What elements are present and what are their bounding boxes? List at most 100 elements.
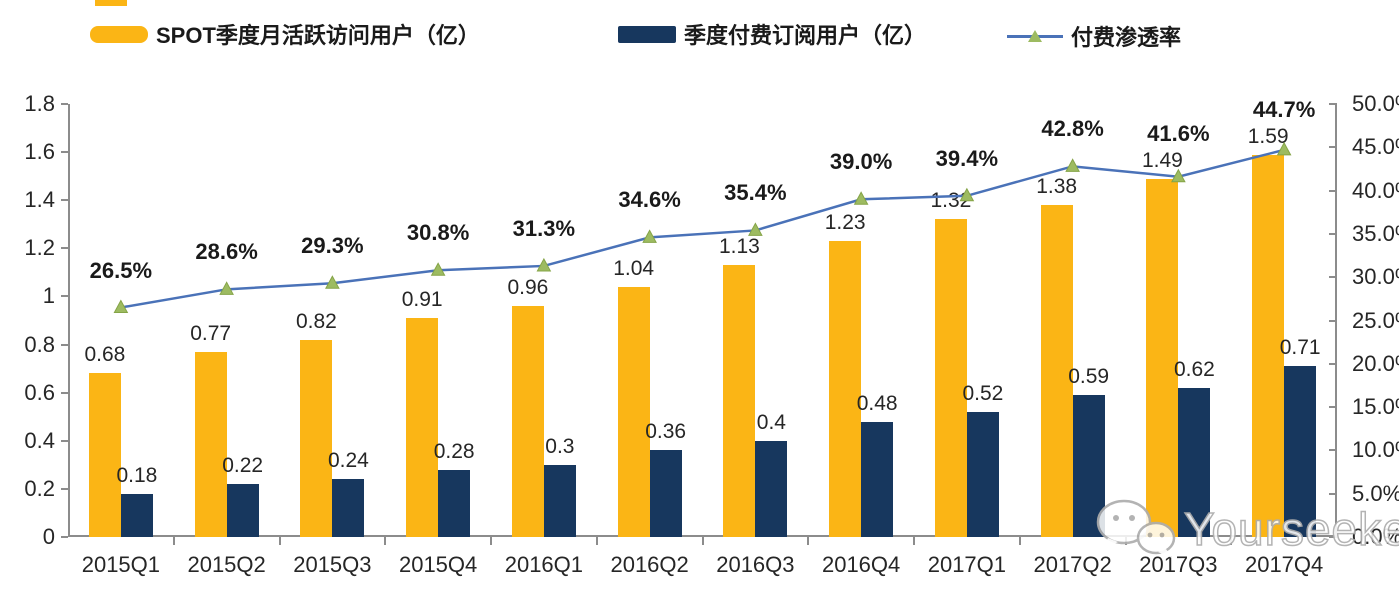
x-axis-label: 2016Q2 <box>610 552 689 577</box>
left-axis-tick <box>61 487 68 490</box>
penetration-line-marker-icon <box>1007 30 1063 42</box>
subscribers-value-label: 0.18 <box>116 463 158 487</box>
left-axis-tick <box>61 247 68 250</box>
x-axis-tick <box>278 537 281 545</box>
right-axis-tick <box>1329 319 1337 322</box>
right-axis-tick <box>1329 492 1337 495</box>
top-crop-artifact <box>95 0 127 6</box>
x-axis-tick <box>913 537 915 545</box>
subscribers-value-label: 0.22 <box>222 454 264 478</box>
left-axis-tick <box>61 536 68 538</box>
right-axis-tick <box>1329 189 1337 192</box>
x-axis-tick <box>1018 537 1021 545</box>
legend-label-mau: SPOT季度月活跃访问用户（亿） <box>156 23 480 48</box>
penetration-value-label: 29.3% <box>301 233 364 259</box>
mau-bar <box>88 373 121 537</box>
penetration-value-label: 30.8% <box>406 220 470 246</box>
subscribers-value-label: 0.52 <box>962 381 1004 405</box>
right-axis-tick-label: 50.0% <box>1352 91 1399 116</box>
penetration-value-label: 41.6% <box>1147 120 1210 146</box>
mau-value-label: 1.49 <box>1141 148 1183 172</box>
x-axis-tick <box>384 537 387 545</box>
left-axis-tick <box>61 391 68 394</box>
left-axis-tick-label: 1.4 <box>24 187 55 213</box>
x-axis-label: 2015Q3 <box>293 552 372 577</box>
left-axis-tick-label: 1.2 <box>24 235 55 261</box>
x-axis-label: 2015Q4 <box>398 552 478 577</box>
x-axis-label: 2017Q2 <box>1033 552 1112 577</box>
mau-bar <box>406 318 439 537</box>
subscribers-value-label: 0.36 <box>645 420 687 444</box>
left-axis-tick <box>61 439 68 442</box>
penetration-value-label: 39.0% <box>829 149 893 175</box>
left-axis-tick-label: 0.4 <box>24 427 55 453</box>
penetration-value-label: 35.4% <box>724 180 787 206</box>
mau-bar <box>829 241 862 537</box>
penetration-value-label: 26.5% <box>89 257 153 283</box>
subscribers-bar <box>438 469 471 537</box>
mau-value-label: 0.77 <box>190 321 232 345</box>
mau-value-label: 1.04 <box>613 256 655 280</box>
mau-bar <box>511 306 544 537</box>
subscribers-bar <box>226 484 259 537</box>
penetration-value-label: 28.6% <box>195 239 258 265</box>
subscribers-bar <box>543 464 576 537</box>
right-axis-tick <box>1329 103 1337 105</box>
mau-bar <box>934 219 967 537</box>
wechat-icon <box>1096 499 1176 558</box>
mau-value-label: 0.82 <box>295 309 337 333</box>
x-axis-tick <box>1230 537 1233 545</box>
right-axis-tick <box>1329 406 1337 409</box>
x-axis-tick <box>172 537 175 545</box>
x-axis-tick <box>807 537 810 545</box>
mau-bar <box>723 265 756 537</box>
left-axis-tick-label: 0 <box>42 524 55 549</box>
right-axis-tick-label: 15.0% <box>1352 394 1399 420</box>
subscribers-value-label: 0.62 <box>1173 357 1215 381</box>
left-axis-tick-label: 1.8 <box>24 91 55 116</box>
x-axis-label: 2017Q3 <box>1139 552 1218 577</box>
subscribers-value-label: 0.28 <box>433 439 475 463</box>
mau-value-label: 1.23 <box>824 211 866 235</box>
subscribers-bar <box>861 421 894 537</box>
right-axis-tick <box>1329 449 1337 452</box>
watermark-text: Yourseeker <box>1183 502 1399 556</box>
left-axis-tick <box>61 295 68 298</box>
mau-value-label: 1.13 <box>718 235 760 259</box>
x-axis-tick <box>701 537 704 545</box>
penetration-value-label: 39.4% <box>935 145 999 171</box>
x-axis-label: 2015Q2 <box>187 552 266 577</box>
left-axis-tick-label: 1.6 <box>24 139 55 165</box>
left-axis-tick-label: 0.2 <box>24 475 55 501</box>
x-axis-label: 2015Q1 <box>81 552 161 577</box>
x-axis-label: 2017Q4 <box>1244 552 1324 577</box>
mau-bar <box>194 351 227 537</box>
right-axis-tick-label: 30.0% <box>1352 264 1399 290</box>
right-axis-tick <box>1329 362 1337 365</box>
left-axis-tick <box>61 343 68 346</box>
penetration-value-label: 31.3% <box>512 215 576 241</box>
right-axis-tick-label: 5.0% <box>1352 480 1399 506</box>
mau-value-label: 0.91 <box>401 288 443 312</box>
x-axis-label: 2017Q1 <box>927 552 1007 577</box>
subscribers-bar <box>1178 387 1211 537</box>
legend-item-subscribers: 季度付费订阅用户（亿） <box>618 18 926 50</box>
subscribers-swatch-icon <box>618 25 676 43</box>
mau-value-label: 0.68 <box>84 343 126 367</box>
x-axis-tick <box>490 537 492 545</box>
subscribers-value-label: 0.24 <box>327 449 369 473</box>
left-axis-tick <box>61 103 68 105</box>
x-axis-label: 2016Q1 <box>504 552 584 577</box>
legend-label-subscribers: 季度付费订阅用户（亿） <box>684 23 927 48</box>
subscribers-bar <box>120 493 153 537</box>
right-axis-tick <box>1329 232 1337 235</box>
legend-item-mau: SPOT季度月活跃访问用户（亿） <box>90 18 480 50</box>
x-axis-tick <box>595 537 598 545</box>
subscribers-value-label: 0.48 <box>856 391 898 415</box>
subscribers-value-label: 0.59 <box>1068 365 1110 389</box>
subscribers-value-label: 0.4 <box>756 410 786 434</box>
left-axis-tick-label: 0.8 <box>24 331 55 357</box>
subscribers-bar <box>966 411 999 537</box>
legend-label-penetration: 付费渗透率 <box>1071 25 1182 50</box>
